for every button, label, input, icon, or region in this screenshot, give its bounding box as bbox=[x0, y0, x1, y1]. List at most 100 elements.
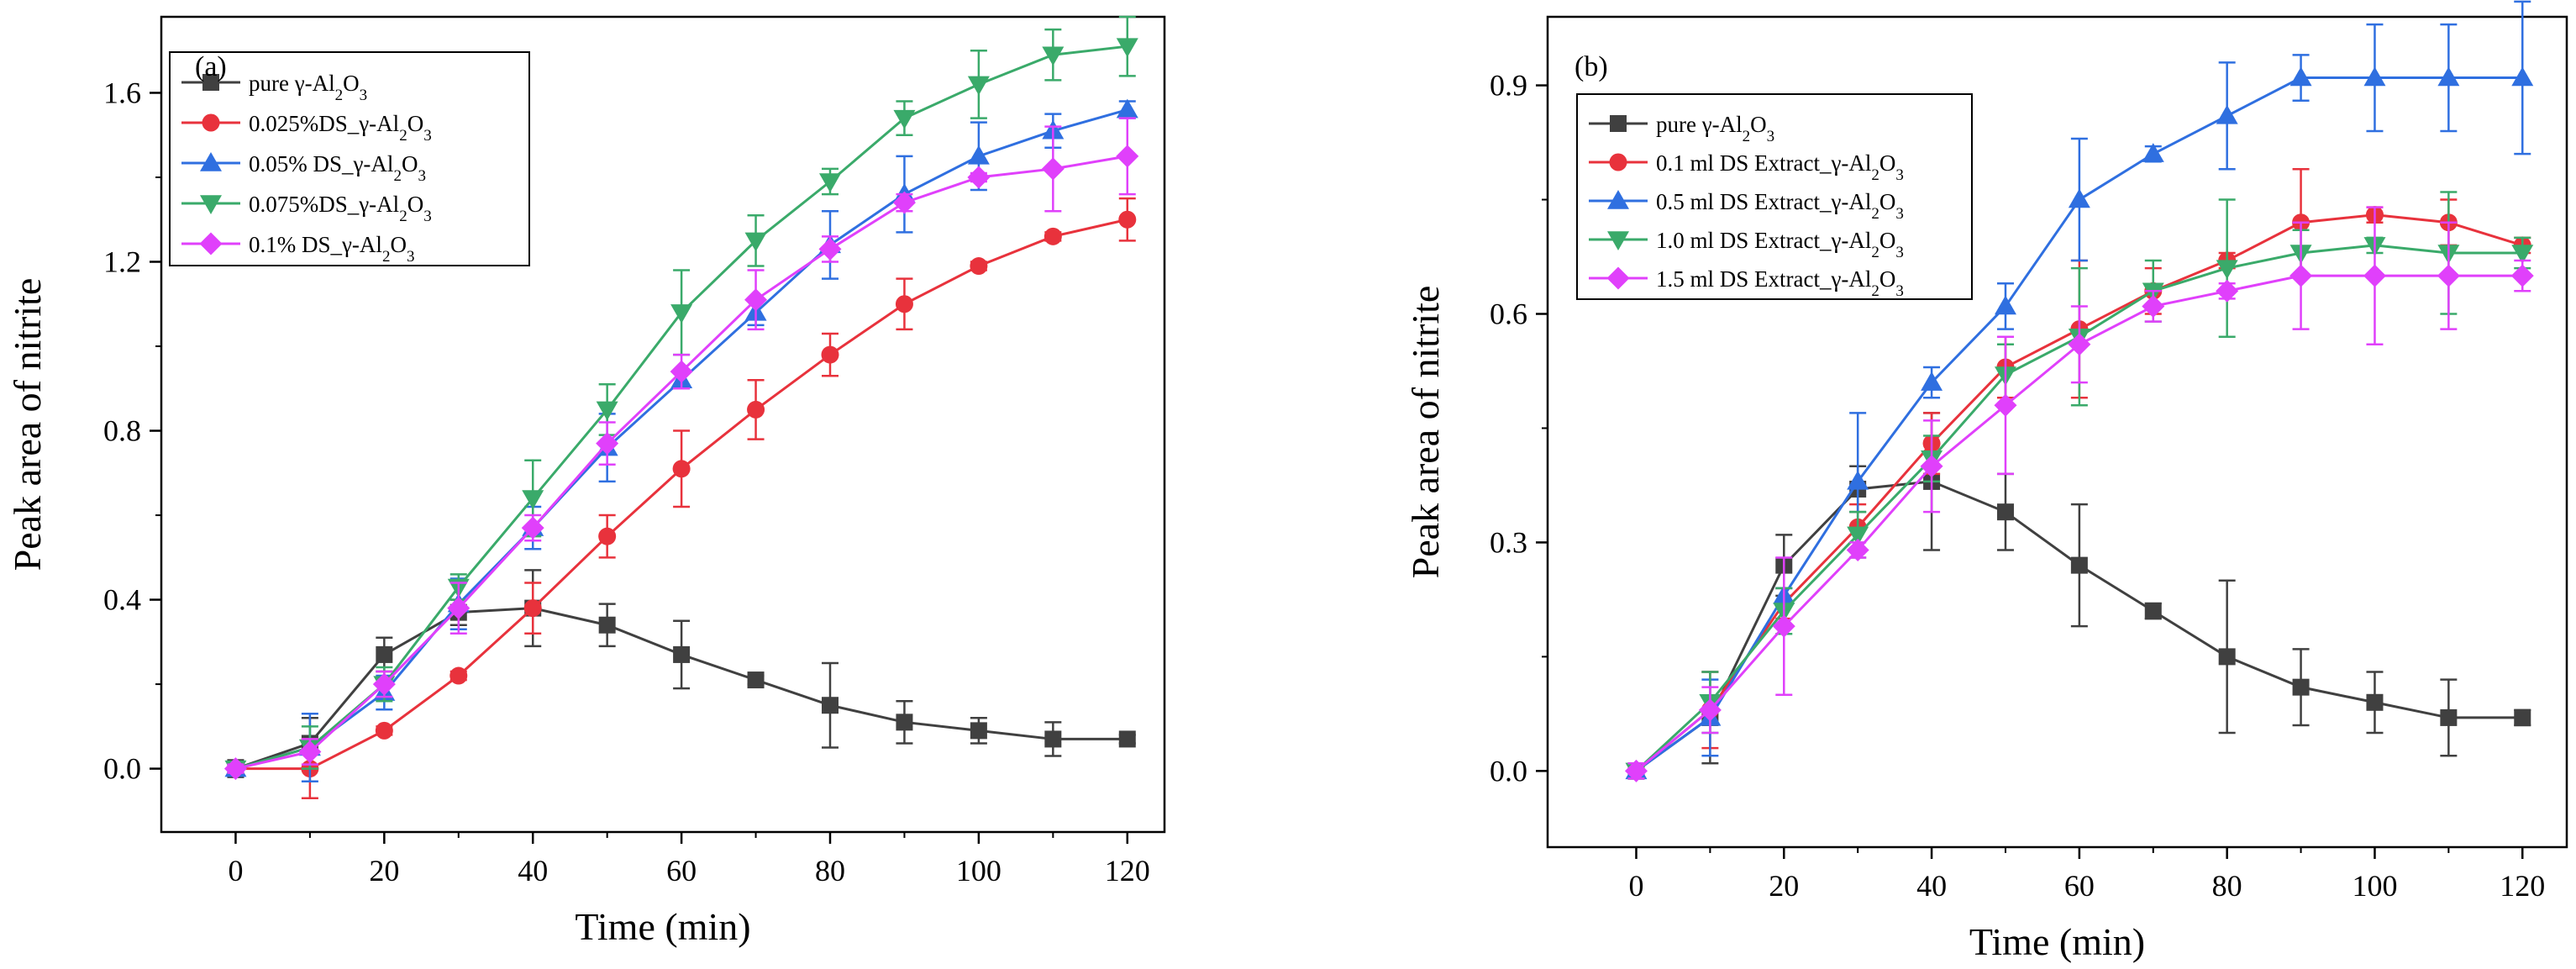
y-tick-label: 0.0 bbox=[1490, 754, 1527, 787]
y-tick-label: 0.3 bbox=[1490, 525, 1527, 559]
data-point bbox=[1044, 730, 1062, 748]
data-point bbox=[1044, 227, 1062, 245]
data-point bbox=[1698, 698, 1722, 722]
x-tick-label: 60 bbox=[666, 854, 697, 887]
data-point bbox=[970, 722, 987, 740]
data-point bbox=[1118, 730, 1136, 748]
data-point bbox=[1921, 371, 1943, 391]
data-point bbox=[298, 740, 322, 764]
y-tick-label: 0.4 bbox=[103, 583, 141, 617]
legend-label: 0.1 ml DS Extract_γ-Al2O3 bbox=[1656, 150, 1904, 184]
plot-frame bbox=[160, 15, 1166, 834]
data-point bbox=[2216, 104, 2238, 124]
data-point bbox=[744, 288, 768, 312]
data-point bbox=[1772, 614, 1795, 638]
data-point bbox=[970, 257, 988, 276]
x-tick-label: 20 bbox=[369, 854, 399, 887]
data-point bbox=[2514, 708, 2531, 726]
data-point bbox=[2289, 264, 2313, 287]
data-point bbox=[1041, 157, 1065, 181]
legend-label: 0.05% DS_γ-Al2O3 bbox=[249, 151, 426, 185]
x-tick-label: 120 bbox=[2500, 869, 2545, 903]
data-point bbox=[821, 345, 839, 364]
x-tick-label: 100 bbox=[956, 854, 1001, 887]
legend-swatch-marker bbox=[199, 232, 223, 255]
data-point bbox=[447, 597, 471, 620]
data-point bbox=[521, 516, 544, 540]
legend-swatch-marker bbox=[202, 113, 220, 132]
legend-swatch-marker bbox=[200, 195, 222, 214]
x-tick-label: 0 bbox=[228, 854, 243, 887]
legend-label: pure γ-Al2O3 bbox=[1656, 112, 1774, 145]
x-tick-label: 0 bbox=[1628, 869, 1643, 903]
data-point bbox=[596, 432, 619, 456]
x-axis-title: Time (min) bbox=[575, 905, 750, 948]
data-point bbox=[2363, 66, 2386, 87]
plot-frame bbox=[1546, 15, 2568, 849]
legend-box bbox=[1576, 93, 1973, 300]
legend-swatch-marker bbox=[1606, 266, 1630, 290]
data-point bbox=[673, 645, 691, 663]
data-point bbox=[967, 76, 990, 96]
data-point bbox=[2437, 66, 2460, 87]
y-tick-label: 0.0 bbox=[103, 752, 141, 786]
data-point bbox=[1624, 759, 1648, 782]
data-point bbox=[2363, 264, 2386, 287]
x-tick-label: 60 bbox=[2064, 869, 2095, 903]
data-point bbox=[744, 232, 767, 252]
data-point bbox=[598, 527, 617, 545]
x-tick-label: 120 bbox=[1105, 854, 1150, 887]
legend-swatch-marker bbox=[1607, 231, 1629, 250]
data-point bbox=[522, 490, 544, 509]
data-point bbox=[1996, 503, 2014, 521]
data-point bbox=[672, 460, 691, 478]
legend: pure γ-Al2O3 0.025%DS_γ-Al2O3 0.05% DS_γ-A… bbox=[169, 51, 530, 266]
data-point bbox=[822, 697, 839, 714]
legend-label: pure γ-Al2O3 bbox=[249, 71, 367, 104]
legend-label: 0.5 ml DS Extract_γ-Al2O3 bbox=[1656, 189, 1904, 223]
data-point bbox=[2142, 294, 2165, 318]
chart-panel-b: 0 20 40 60 80 100 120 0.0 0.3 0.6 0.9 Time (min) Pea… bbox=[1404, 0, 2568, 963]
chart-panel-a: 0 20 40 60 80 100 120 0.0 0.4 0.8 1.2 1.6 Time (min)… bbox=[6, 15, 1166, 948]
x-tick-label: 40 bbox=[518, 854, 548, 887]
legend-swatch-marker bbox=[200, 152, 222, 171]
legend-label: 1.0 ml DS Extract_γ-Al2O3 bbox=[1656, 228, 1904, 261]
data-point bbox=[449, 666, 468, 685]
data-point bbox=[2511, 245, 2534, 264]
data-point bbox=[2511, 66, 2534, 87]
data-point bbox=[670, 360, 693, 383]
data-point bbox=[2068, 188, 2090, 208]
series-1 bbox=[1627, 412, 2531, 780]
legend-swatch-marker bbox=[1610, 115, 1627, 132]
legend: pure γ-Al2O3 0.1 ml DS Extract_γ-Al2O3 0.5… bbox=[1576, 93, 1973, 300]
data-point bbox=[1994, 393, 2017, 417]
data-point bbox=[2216, 279, 2239, 303]
panel-label: (b) bbox=[1575, 51, 1608, 82]
data-point bbox=[1042, 46, 1065, 66]
data-point bbox=[2216, 260, 2238, 280]
data-point bbox=[893, 109, 916, 129]
data-point bbox=[2440, 708, 2458, 726]
data-point bbox=[892, 191, 916, 214]
data-point bbox=[2218, 648, 2236, 666]
series-5 bbox=[1624, 206, 2534, 782]
y-tick-label: 1.6 bbox=[103, 76, 141, 109]
data-point bbox=[896, 714, 913, 731]
panel-label: (a) bbox=[195, 51, 227, 82]
data-point bbox=[223, 757, 247, 781]
data-point bbox=[596, 401, 618, 421]
data-point bbox=[747, 671, 765, 689]
x-tick-label: 20 bbox=[1769, 869, 1799, 903]
x-tick-label: 80 bbox=[815, 854, 845, 887]
data-point bbox=[670, 304, 693, 324]
data-point bbox=[2510, 264, 2534, 287]
data-point bbox=[372, 672, 396, 696]
legend-label: 1.5 ml DS Extract_γ-Al2O3 bbox=[1656, 266, 1904, 300]
legend-swatch-marker bbox=[202, 74, 219, 91]
data-point bbox=[1994, 295, 2016, 315]
y-tick-label: 0.8 bbox=[103, 414, 141, 448]
data-point bbox=[2142, 143, 2164, 162]
data-point bbox=[818, 237, 842, 261]
series-5 bbox=[223, 117, 1139, 781]
